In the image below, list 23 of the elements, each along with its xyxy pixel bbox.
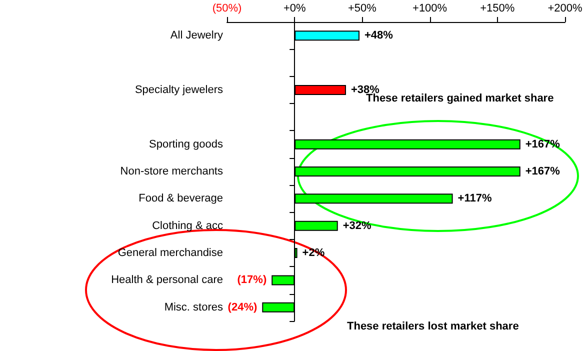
x-tick-label: +150%: [480, 2, 515, 14]
data-label: +167%: [525, 166, 560, 178]
y-tick-label: Food & beverage: [138, 192, 223, 205]
y-tick-label: Health & personal care: [111, 274, 223, 286]
x-tick-label: +0%: [283, 2, 306, 14]
y-tick-label: Clothing & acc: [152, 220, 224, 232]
y-tick-label: Misc. stores: [164, 301, 224, 314]
y-tick-label: Specialty jewelers: [134, 84, 224, 96]
y-tick-label: Sporting goods: [149, 138, 224, 150]
data-label: +117%: [458, 192, 492, 205]
x-tick-label: (50%): [212, 2, 242, 14]
x-tick-label: +50%: [348, 2, 377, 14]
data-label: +32%: [342, 220, 372, 232]
y-tick-label: General merchandise: [118, 247, 223, 260]
data-label: +48%: [364, 30, 394, 42]
annotation: These retailers lost market share: [347, 320, 519, 332]
data-label: (24%): [228, 301, 258, 314]
data-label: (17%): [237, 274, 267, 286]
y-tick-label: All Jewelry: [170, 30, 224, 42]
x-tick-label: +100%: [412, 2, 448, 14]
annotation: These retailers gained market share: [366, 92, 554, 104]
x-tick-label: +200%: [548, 2, 582, 14]
y-tick-label: Non-store merchants: [120, 166, 224, 178]
